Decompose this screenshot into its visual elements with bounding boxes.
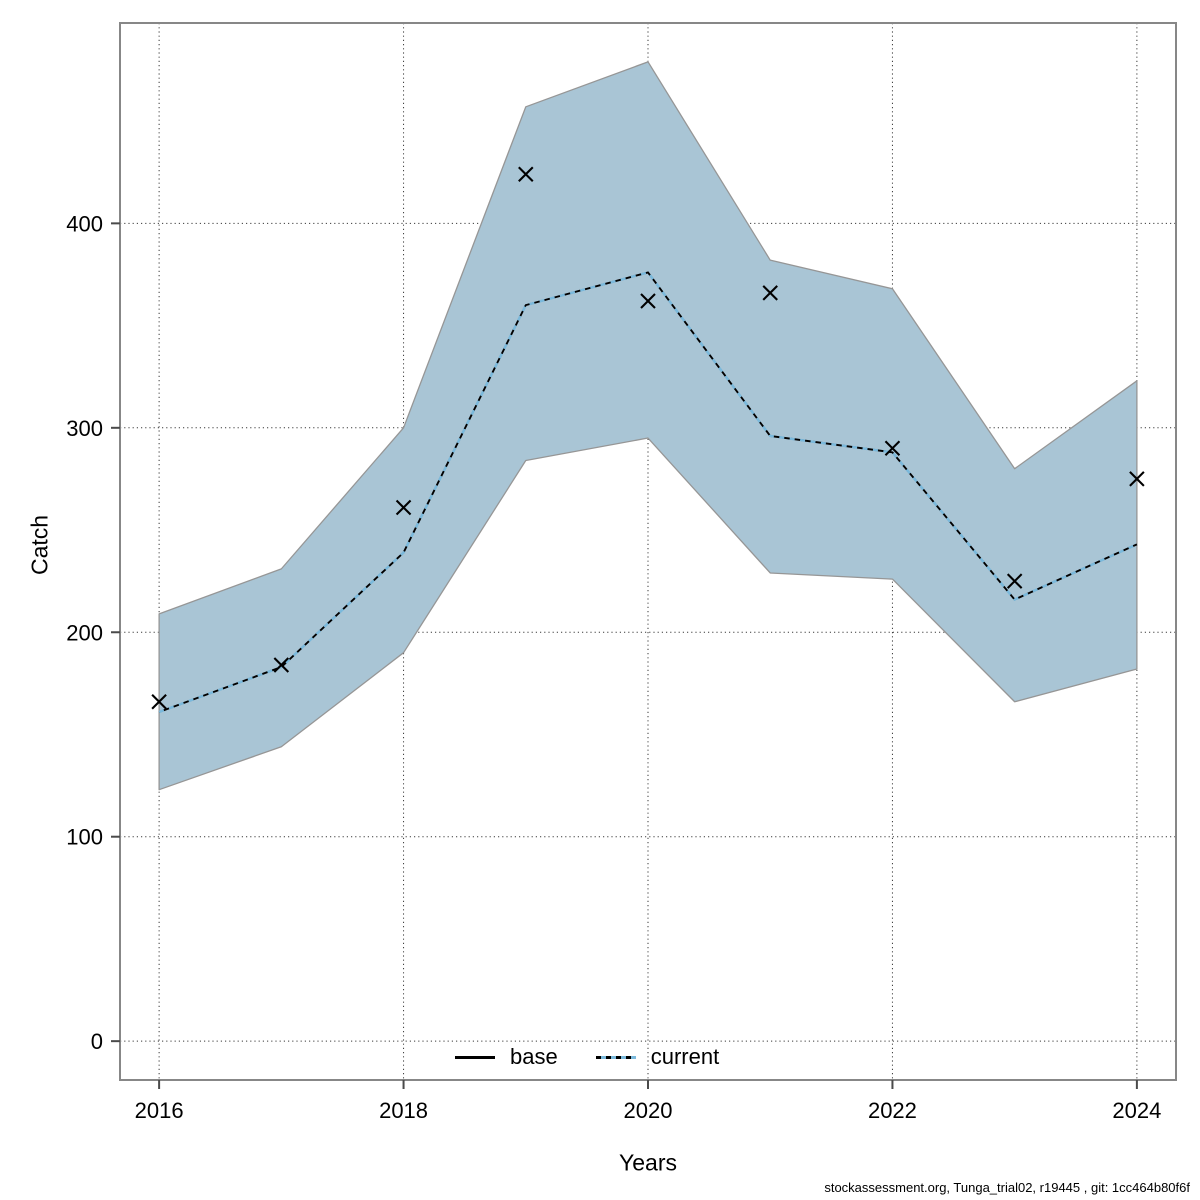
y-tick-label: 200 xyxy=(66,620,103,645)
y-tick-label: 300 xyxy=(66,416,103,441)
x-tick-label: 2024 xyxy=(1112,1098,1161,1123)
footer-run-info: stockassessment.org, Tunga_trial02, r194… xyxy=(824,1180,1190,1195)
y-tick-label: 100 xyxy=(66,825,103,850)
observed-catch-marker xyxy=(640,293,656,309)
x-axis-title: Years xyxy=(619,1149,677,1176)
observed-catch-marker xyxy=(762,285,778,301)
legend-item-current: current xyxy=(595,1044,720,1070)
x-tick-label: 2018 xyxy=(379,1098,428,1123)
y-axis-title: Catch xyxy=(26,514,53,576)
y-tick-label: 0 xyxy=(91,1029,103,1054)
x-tick-label: 2020 xyxy=(624,1098,673,1123)
current-line xyxy=(158,271,1138,714)
observed-catch-marker xyxy=(518,166,534,183)
base-line-sample xyxy=(455,1055,495,1059)
x-tick-label: 2016 xyxy=(135,1098,184,1123)
observed-catch-marker xyxy=(1006,573,1023,589)
legend: base current xyxy=(455,1042,719,1072)
legend-item-base: base xyxy=(455,1044,558,1070)
current-line-sample xyxy=(595,1055,636,1059)
observed-catch-marker xyxy=(151,694,167,710)
observed-catch-marker xyxy=(1129,471,1145,487)
observed-catch-marker xyxy=(395,499,412,516)
x-tick-label: 2022 xyxy=(868,1098,917,1123)
observed-catch-marker xyxy=(884,440,901,456)
legend-label-base: base xyxy=(510,1044,558,1069)
observed-catch-marker xyxy=(273,657,290,673)
legend-label-current: current xyxy=(650,1044,720,1069)
y-tick-label: 400 xyxy=(66,211,103,236)
confidence-band xyxy=(158,61,1138,791)
